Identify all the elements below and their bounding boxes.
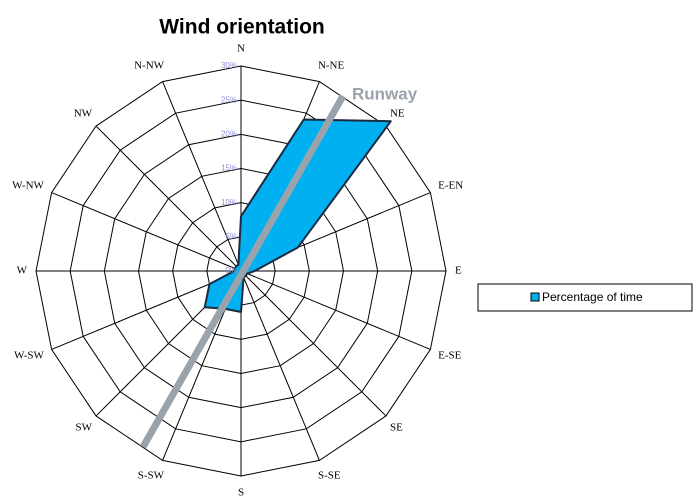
category-label: N-NW [134, 59, 165, 71]
y-tick-label: 10% [221, 198, 237, 207]
y-tick-label: 25% [221, 95, 237, 104]
spoke [240, 270, 431, 350]
runway-line [139, 94, 347, 449]
category-label: S-SW [138, 470, 165, 482]
category-label: E-EN [438, 180, 463, 192]
category-label: S-SE [318, 470, 341, 482]
category-label: SW [76, 422, 93, 434]
legend-items: Percentage of time [530, 290, 643, 304]
category-label: E-SE [438, 349, 462, 361]
y-tick-label: 0% [225, 266, 237, 275]
y-tick-label: 5% [225, 232, 237, 241]
category-label: E [455, 265, 462, 277]
category-label: N-NE [318, 59, 345, 71]
spoke [51, 192, 242, 272]
category-label: SE [390, 422, 403, 434]
spoke [240, 270, 387, 417]
y-tick-label: 30% [221, 61, 237, 70]
legend-swatch [530, 292, 540, 302]
y-tick-label: 15% [221, 164, 237, 173]
grid [35, 65, 447, 477]
category-label: NE [390, 108, 405, 120]
category-label: W-NW [12, 180, 44, 192]
runway-label: Runway [352, 84, 418, 103]
spoke [95, 125, 242, 272]
category-label: N [237, 43, 245, 55]
spoke [162, 81, 242, 272]
spoke [240, 270, 320, 461]
y-tick-label: 20% [221, 129, 237, 138]
legend [477, 283, 693, 312]
category-label: S [238, 487, 244, 499]
category-label: NW [74, 108, 93, 120]
legend-label: Percentage of time [542, 290, 643, 304]
category-label: W [17, 265, 28, 277]
chart-title: Wind orientation [159, 16, 324, 39]
category-label: W-SW [14, 349, 45, 361]
